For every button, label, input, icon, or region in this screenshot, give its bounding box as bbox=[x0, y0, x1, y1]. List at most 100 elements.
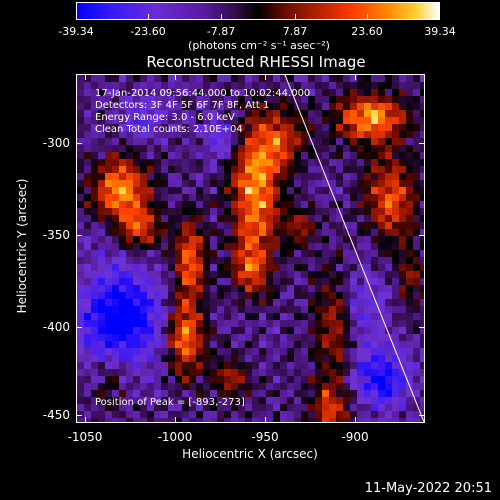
heatmap-cell bbox=[315, 222, 322, 229]
heatmap-cell bbox=[392, 103, 399, 110]
heatmap-cell bbox=[343, 229, 350, 236]
heatmap-cell bbox=[301, 110, 308, 117]
heatmap-cell bbox=[350, 257, 357, 264]
heatmap-cell bbox=[287, 110, 294, 117]
heatmap-cell bbox=[175, 327, 182, 334]
heatmap-cell bbox=[266, 103, 273, 110]
heatmap-cell bbox=[252, 124, 259, 131]
heatmap-cell bbox=[245, 299, 252, 306]
heatmap-cell bbox=[203, 243, 210, 250]
heatmap-cell bbox=[315, 194, 322, 201]
heatmap-cell bbox=[329, 285, 336, 292]
heatmap-cell bbox=[385, 341, 392, 348]
heatmap-cell bbox=[343, 313, 350, 320]
heatmap-cell bbox=[350, 264, 357, 271]
heatmap-cell bbox=[224, 411, 231, 418]
heatmap-cell bbox=[252, 292, 259, 299]
heatmap-cell bbox=[385, 390, 392, 397]
heatmap-cell bbox=[203, 404, 210, 411]
heatmap-cell bbox=[203, 327, 210, 334]
heatmap-cell bbox=[168, 152, 175, 159]
heatmap-cell bbox=[140, 264, 147, 271]
heatmap-cell bbox=[308, 362, 315, 369]
heatmap-cell bbox=[287, 138, 294, 145]
heatmap-cell bbox=[385, 152, 392, 159]
heatmap-cell bbox=[84, 306, 91, 313]
heatmap-cell bbox=[350, 278, 357, 285]
heatmap-cell bbox=[119, 404, 126, 411]
heatmap-cell bbox=[252, 82, 259, 89]
heatmap-cell bbox=[203, 320, 210, 327]
heatmap-cell bbox=[126, 404, 133, 411]
heatmap-cell bbox=[301, 96, 308, 103]
heatmap-cell bbox=[84, 404, 91, 411]
heatmap-cell bbox=[168, 292, 175, 299]
heatmap-cell bbox=[189, 222, 196, 229]
heatmap-cell bbox=[112, 271, 119, 278]
heatmap-cell bbox=[231, 173, 238, 180]
heatmap-cell bbox=[406, 278, 413, 285]
heatmap-cell bbox=[98, 117, 105, 124]
heatmap-cell bbox=[420, 173, 424, 180]
heatmap-cell bbox=[105, 145, 112, 152]
heatmap-cell bbox=[196, 299, 203, 306]
heatmap-cell bbox=[140, 418, 147, 422]
heatmap-cell bbox=[98, 145, 105, 152]
heatmap-cell bbox=[392, 278, 399, 285]
heatmap-cell bbox=[420, 166, 424, 173]
heatmap-cell bbox=[91, 278, 98, 285]
heatmap-cell bbox=[336, 369, 343, 376]
heatmap-cell bbox=[420, 138, 424, 145]
heatmap-cell bbox=[147, 110, 154, 117]
heatmap-cell bbox=[294, 96, 301, 103]
heatmap-cell bbox=[280, 278, 287, 285]
heatmap-cell bbox=[119, 222, 126, 229]
heatmap-cell bbox=[406, 96, 413, 103]
heatmap-cell bbox=[77, 215, 84, 222]
heatmap-cell bbox=[371, 138, 378, 145]
heatmap-cell bbox=[273, 250, 280, 257]
heatmap-cell bbox=[140, 257, 147, 264]
heatmap-cell bbox=[210, 320, 217, 327]
heatmap-cell bbox=[280, 75, 287, 82]
heatmap-cell bbox=[301, 166, 308, 173]
heatmap-cell bbox=[133, 369, 140, 376]
heatmap-cell bbox=[217, 194, 224, 201]
heatmap-cell bbox=[224, 215, 231, 222]
heatmap-cell bbox=[252, 117, 259, 124]
heatmap-cell bbox=[210, 257, 217, 264]
heatmap-cell bbox=[182, 362, 189, 369]
heatmap-cell bbox=[112, 299, 119, 306]
heatmap-cell bbox=[413, 313, 420, 320]
heatmap-cell bbox=[280, 166, 287, 173]
heatmap-cell bbox=[406, 397, 413, 404]
heatmap-cell bbox=[336, 278, 343, 285]
heatmap-cell bbox=[385, 250, 392, 257]
heatmap-cell bbox=[280, 404, 287, 411]
heatmap-cell bbox=[147, 397, 154, 404]
heatmap-cell bbox=[322, 369, 329, 376]
heatmap-cell bbox=[210, 355, 217, 362]
heatmap-cell bbox=[98, 404, 105, 411]
heatmap-cell bbox=[203, 369, 210, 376]
heatmap-cell bbox=[308, 180, 315, 187]
heatmap-cell bbox=[161, 376, 168, 383]
heatmap-cell bbox=[252, 166, 259, 173]
heatmap-cell bbox=[294, 194, 301, 201]
heatmap-cell bbox=[112, 173, 119, 180]
heatmap-cell bbox=[105, 222, 112, 229]
heatmap-cell bbox=[77, 124, 84, 131]
heatmap-cell bbox=[252, 397, 259, 404]
heatmap-cell bbox=[91, 369, 98, 376]
heatmap-cell bbox=[182, 383, 189, 390]
heatmap-cell bbox=[266, 264, 273, 271]
heatmap-cell bbox=[98, 250, 105, 257]
heatmap-cell bbox=[126, 236, 133, 243]
heatmap-cell bbox=[308, 75, 315, 82]
heatmap-cell bbox=[77, 173, 84, 180]
heatmap-cell bbox=[217, 131, 224, 138]
heatmap-cell bbox=[294, 250, 301, 257]
heatmap-cell bbox=[231, 222, 238, 229]
heatmap-cell bbox=[77, 404, 84, 411]
heatmap-cell bbox=[350, 187, 357, 194]
